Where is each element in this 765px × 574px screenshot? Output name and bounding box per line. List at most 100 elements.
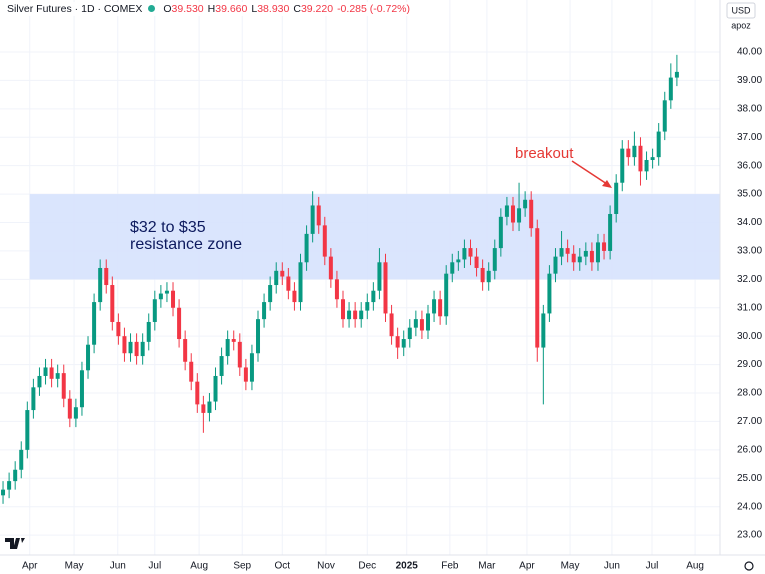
candle-body: [632, 145, 637, 158]
candle-body: [510, 205, 515, 223]
candle-body: [158, 293, 163, 300]
candle-body: [492, 248, 497, 271]
candle-body: [31, 387, 36, 411]
y-tick-label: 29.00: [737, 359, 762, 370]
scale-label: apoz: [731, 20, 751, 30]
candle-body: [395, 336, 400, 348]
candle-body: [328, 256, 333, 280]
candle-body: [67, 398, 72, 419]
x-tick-label: Jun: [604, 561, 620, 572]
y-tick-label: 38.00: [737, 103, 762, 114]
candle-body: [262, 302, 267, 320]
candle-body: [595, 242, 600, 263]
x-tick-label: Aug: [190, 561, 208, 572]
candle-body: [638, 145, 643, 172]
candle-body: [25, 410, 30, 450]
candle-body: [571, 253, 576, 263]
candle-body: [334, 279, 339, 300]
y-tick-label: 26.00: [737, 444, 762, 455]
candle-body: [280, 270, 285, 277]
x-tick-label: Jun: [110, 561, 126, 572]
price-change: -0.285 (-0.72%): [337, 3, 411, 15]
candle-body: [110, 285, 115, 322]
candle-body: [498, 216, 503, 249]
candle-body: [456, 259, 461, 263]
candle-body: [377, 262, 382, 291]
candle-body: [583, 250, 588, 257]
candle-body: [316, 205, 321, 226]
candle-body: [73, 407, 78, 419]
candle-body: [553, 256, 558, 274]
candle-body: [19, 449, 24, 470]
ohlc-key: L: [251, 3, 258, 15]
legend-header: Silver Futures · 1D · COMEX O39.530 H39.66…: [4, 2, 418, 16]
candle-body: [353, 310, 358, 320]
y-tick-label: 23.00: [737, 530, 762, 541]
candle-body: [243, 367, 248, 382]
candle-body: [310, 205, 315, 234]
candle-body: [401, 339, 406, 348]
candle-body: [347, 310, 352, 320]
candle-body: [541, 313, 546, 348]
candle-body: [152, 299, 157, 322]
candle-body: [225, 339, 230, 357]
x-tick-label: Feb: [441, 561, 459, 572]
candle-body: [164, 290, 169, 294]
candle-body: [237, 341, 242, 368]
resistance-zone: [29, 194, 720, 280]
candle-body: [359, 310, 364, 320]
candle-body: [626, 148, 631, 158]
candle-body: [122, 336, 127, 354]
y-tick-label: 33.00: [737, 246, 762, 257]
candle-body: [37, 375, 42, 388]
candle-body: [480, 267, 485, 283]
candle-body: [341, 299, 346, 320]
currency-button[interactable]: [726, 2, 756, 19]
candle-body: [444, 273, 449, 317]
y-tick-label: 31.00: [737, 302, 762, 313]
candle-body: [298, 262, 303, 303]
candle-body: [183, 339, 188, 362]
candle-body: [668, 77, 673, 101]
candle-body: [1, 489, 6, 496]
market-status-dot: [148, 5, 156, 12]
zone-label: resistance zone: [130, 236, 242, 253]
ohlc-key: C: [293, 3, 301, 15]
y-tick-label: 28.00: [737, 388, 762, 399]
candle-body: [286, 276, 291, 291]
candle-body: [529, 199, 534, 229]
x-tick-label: Dec: [358, 561, 376, 572]
y-tick-label: 34.00: [737, 217, 762, 228]
candle-body: [134, 341, 139, 357]
x-tick-label: Nov: [317, 561, 335, 572]
y-tick-label: 40.00: [737, 47, 762, 58]
y-tick-label: 36.00: [737, 160, 762, 171]
candle-body: [201, 404, 206, 413]
candle-body: [322, 225, 327, 257]
candle-body: [292, 290, 297, 303]
x-tick-label: May: [561, 561, 580, 572]
candle-body: [589, 250, 594, 263]
ohlc-value: 39.220: [300, 3, 334, 15]
candle-body: [425, 313, 430, 331]
candle-body: [207, 401, 212, 413]
ohlc-key: H: [207, 3, 216, 15]
settings-icon[interactable]: [744, 561, 754, 571]
candle-body: [43, 367, 48, 376]
candle-body: [231, 339, 236, 342]
symbol-title: Silver Futures · 1D · COMEX: [7, 3, 143, 15]
candle-body: [140, 341, 145, 357]
candle-body: [650, 157, 655, 160]
candle-body: [383, 262, 388, 314]
candle-body: [55, 373, 60, 379]
candle-body: [608, 213, 613, 251]
candle-body: [614, 182, 619, 214]
candle-body: [523, 199, 528, 209]
candle-body: [504, 205, 509, 217]
candle-body: [662, 100, 667, 132]
x-tick-label: Aug: [686, 561, 704, 572]
candle-body: [274, 270, 279, 286]
candle-body: [92, 302, 97, 345]
candle-body: [195, 381, 200, 405]
